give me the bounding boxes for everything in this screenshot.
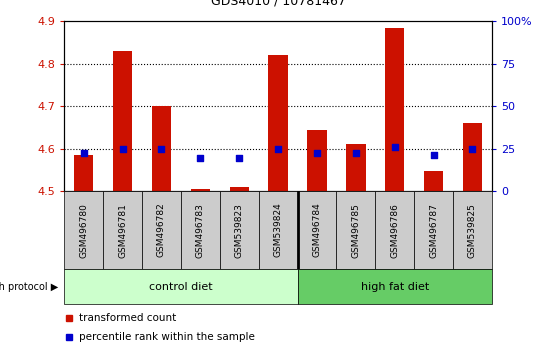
Point bbox=[429, 152, 438, 158]
Point bbox=[118, 146, 127, 152]
Bar bbox=[220, 191, 259, 269]
Bar bbox=[191, 189, 210, 191]
Text: GSM539823: GSM539823 bbox=[235, 202, 244, 258]
Text: growth protocol ▶: growth protocol ▶ bbox=[0, 282, 59, 292]
Bar bbox=[463, 123, 482, 191]
Text: GSM496783: GSM496783 bbox=[196, 202, 205, 258]
Text: GSM496784: GSM496784 bbox=[312, 203, 321, 257]
Point bbox=[390, 144, 399, 149]
Point bbox=[157, 146, 166, 152]
Bar bbox=[297, 269, 492, 304]
Text: control diet: control diet bbox=[149, 282, 213, 292]
Text: GSM496786: GSM496786 bbox=[390, 202, 399, 258]
Bar bbox=[297, 191, 337, 269]
Point bbox=[468, 146, 477, 152]
Bar bbox=[74, 155, 93, 191]
Bar bbox=[346, 144, 366, 191]
Text: GDS4010 / 10781467: GDS4010 / 10781467 bbox=[211, 0, 345, 7]
Bar bbox=[103, 191, 142, 269]
Bar bbox=[337, 191, 375, 269]
Text: high fat diet: high fat diet bbox=[361, 282, 429, 292]
Point bbox=[312, 150, 321, 156]
Bar bbox=[424, 171, 443, 191]
Text: GSM496787: GSM496787 bbox=[429, 202, 438, 258]
Point bbox=[273, 146, 282, 152]
Text: GSM539824: GSM539824 bbox=[273, 203, 283, 257]
Bar bbox=[64, 191, 103, 269]
Bar bbox=[113, 51, 132, 191]
Text: GSM539825: GSM539825 bbox=[468, 202, 477, 258]
Text: GSM496785: GSM496785 bbox=[352, 202, 361, 258]
Bar bbox=[307, 130, 326, 191]
Bar bbox=[259, 191, 297, 269]
Bar bbox=[268, 55, 288, 191]
Bar bbox=[453, 191, 492, 269]
Bar bbox=[230, 187, 249, 191]
Text: transformed count: transformed count bbox=[79, 313, 177, 323]
Bar bbox=[64, 269, 297, 304]
Text: GSM496782: GSM496782 bbox=[157, 203, 166, 257]
Bar bbox=[142, 191, 181, 269]
Point bbox=[79, 150, 88, 156]
Bar bbox=[414, 191, 453, 269]
Text: GSM496781: GSM496781 bbox=[118, 202, 127, 258]
Bar bbox=[385, 28, 405, 191]
Point bbox=[196, 155, 205, 161]
Text: GSM496780: GSM496780 bbox=[79, 202, 88, 258]
Text: percentile rank within the sample: percentile rank within the sample bbox=[79, 332, 255, 342]
Point bbox=[235, 155, 244, 161]
Bar bbox=[151, 106, 171, 191]
Bar bbox=[181, 191, 220, 269]
Bar bbox=[375, 191, 414, 269]
Point bbox=[352, 150, 361, 156]
